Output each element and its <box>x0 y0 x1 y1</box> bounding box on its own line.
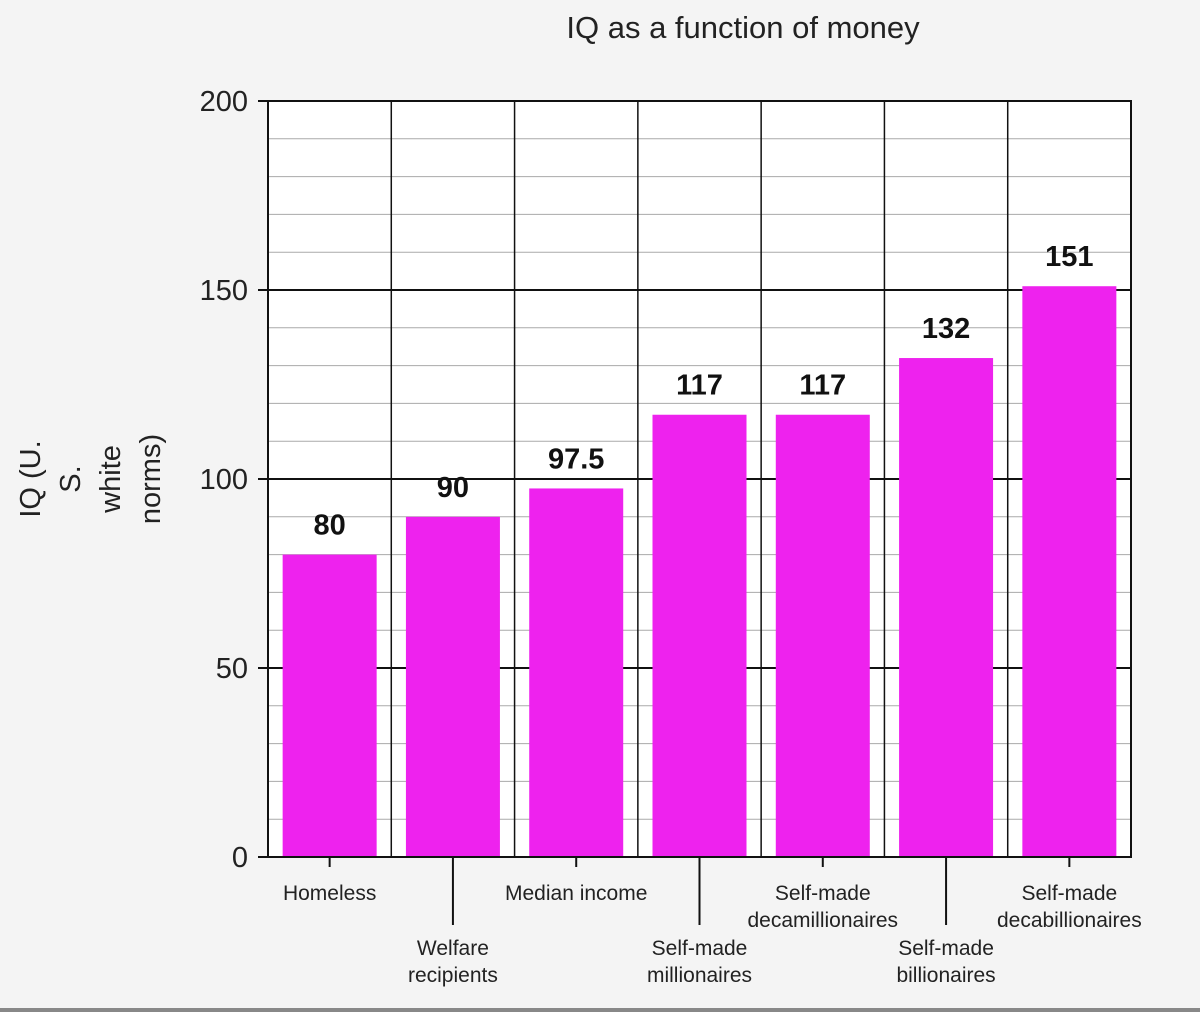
x-tick-label: Self-made <box>775 882 871 905</box>
bar <box>1022 286 1117 858</box>
y-tick-label: 150 <box>200 275 248 307</box>
x-tick-label: billionaires <box>896 964 995 987</box>
x-tick-label: Welfare <box>417 937 489 960</box>
data-label: 97.5 <box>548 443 604 475</box>
data-label: 80 <box>314 510 346 542</box>
y-axis-label-line: norms) <box>135 434 167 524</box>
bottom-divider <box>0 1008 1200 1012</box>
chart-title: IQ as a function of money <box>566 10 920 45</box>
data-label: 90 <box>437 472 469 504</box>
bar <box>405 516 500 857</box>
y-axis-label: IQ (U. S. white norms) <box>15 434 167 524</box>
data-label: 117 <box>799 370 846 402</box>
data-label: 117 <box>676 370 723 402</box>
x-tick-label: Self-made <box>898 937 994 960</box>
bar <box>899 358 994 857</box>
y-axis-label-line: white <box>95 445 127 514</box>
bar <box>775 414 870 857</box>
x-tick-label: decabillionaires <box>997 909 1142 932</box>
x-tick-label: Self-made <box>1021 882 1117 905</box>
bar <box>282 554 377 857</box>
x-tick-label: decamillionaires <box>747 909 898 932</box>
y-tick-label: 100 <box>200 464 248 496</box>
data-label: 132 <box>922 313 970 345</box>
x-tick-label: millionaires <box>647 964 752 987</box>
x-tick-label: Homeless <box>283 882 376 905</box>
bar <box>529 488 624 857</box>
x-tick-label: Median income <box>505 882 647 905</box>
y-tick-label: 50 <box>216 653 248 685</box>
bar <box>652 414 747 857</box>
y-axis-label-line: S. <box>55 465 87 492</box>
x-tick-label: Self-made <box>652 937 748 960</box>
data-label: 151 <box>1045 241 1093 273</box>
x-tick-label: recipients <box>408 964 498 987</box>
y-tick-label: 0 <box>232 842 248 874</box>
y-tick-label: 200 <box>200 86 248 118</box>
y-axis-label-line: IQ (U. <box>15 440 47 517</box>
